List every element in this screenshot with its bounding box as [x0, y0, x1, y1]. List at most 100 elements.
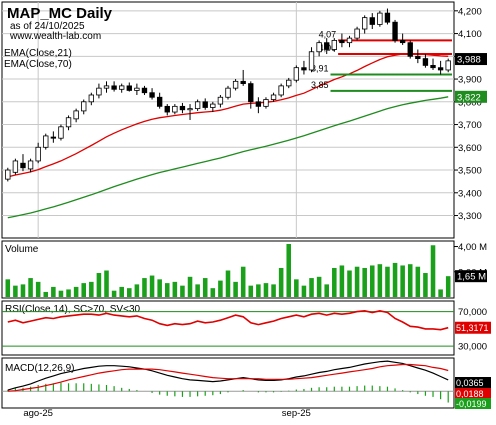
volume-bar — [445, 276, 451, 297]
volume-last-label: 1,65 M — [457, 272, 486, 283]
price-candle — [270, 92, 277, 102]
macd-last-label: 0,0188 — [456, 389, 484, 399]
price-candle — [20, 154, 26, 172]
price-panel: 3,3003,4003,5003,6003,7003,8003,9004,000… — [1, 1, 487, 408]
price-y-tick-label: 3,400 — [458, 188, 482, 199]
candle-body — [384, 12, 391, 23]
price-candle — [263, 97, 269, 109]
price-y-tick-label: 3,800 — [458, 97, 482, 108]
candle-body — [179, 105, 186, 111]
price-candle — [217, 94, 224, 108]
candle-body — [12, 160, 19, 173]
price-y-tick-label: 3,300 — [458, 211, 482, 222]
macd-last-badge — [455, 377, 491, 388]
volume-bar — [347, 270, 352, 297]
candle-body — [119, 85, 125, 90]
last-value-label: 3,822 — [457, 92, 481, 103]
resistance-level-label: 4,07 — [319, 29, 337, 39]
candle-body — [255, 101, 262, 107]
price-candle — [202, 98, 208, 110]
price-candle — [286, 77, 292, 89]
candle-body — [278, 85, 284, 96]
macd-last-label: -0,0199 — [456, 399, 487, 409]
volume-bar — [309, 278, 314, 297]
volume-bar — [89, 281, 94, 297]
rsi-title: RSI(Close,14), SC>70, SV<30 — [5, 304, 141, 315]
candle-body — [202, 101, 208, 108]
candle-body — [225, 87, 231, 98]
price-candle — [331, 38, 337, 52]
price-y-tick-label: 3,900 — [458, 75, 482, 86]
volume-plot: 4,00 M2,00 M1,65 M — [5, 242, 487, 297]
price-candle — [5, 167, 11, 182]
candle-body — [111, 85, 117, 90]
candle-body — [141, 87, 148, 94]
price-candle — [156, 92, 163, 109]
price-candle — [179, 102, 186, 114]
volume-bar — [407, 264, 413, 297]
candle-body — [407, 42, 413, 57]
volume-bar — [385, 266, 390, 297]
volume-bar — [96, 273, 102, 297]
price-candle — [35, 142, 41, 164]
macd-last-badge — [455, 388, 491, 399]
price-y-tick-label: 3,600 — [458, 143, 482, 154]
candle-body — [27, 160, 34, 170]
volume-y-tick-label: 4,00 M — [458, 242, 487, 253]
candle-body — [50, 136, 57, 139]
candle-body — [58, 126, 64, 139]
candle-body — [354, 28, 360, 39]
candle-body — [103, 85, 110, 89]
candle-body — [134, 87, 140, 91]
price-candle — [119, 83, 125, 93]
volume-bar — [225, 270, 231, 297]
candle-body — [399, 39, 406, 44]
candle-body — [248, 83, 254, 103]
volume-bar — [271, 284, 276, 297]
candle-body — [149, 92, 155, 98]
x-tick-label: sep-25 — [282, 408, 311, 419]
price-candle — [339, 33, 345, 48]
chart-title: MAP_MC Daily — [7, 5, 113, 22]
volume-bar — [73, 286, 79, 297]
price-candle — [50, 131, 57, 143]
price-candle — [399, 33, 406, 45]
volume-bar — [134, 284, 140, 297]
candle-body — [156, 96, 163, 107]
volume-bar — [81, 283, 87, 297]
candle-body — [324, 42, 330, 50]
candle-body — [339, 39, 345, 44]
price-candle — [96, 83, 102, 99]
macd-line — [7, 360, 449, 391]
volume-bar — [172, 281, 178, 297]
candle-body — [293, 67, 300, 81]
price-candle — [316, 40, 322, 57]
volume-bar — [415, 266, 421, 297]
rsi-last-label: 51,3171 — [456, 323, 489, 333]
candle-body — [361, 17, 368, 30]
price-candle — [65, 115, 72, 131]
candle-body — [126, 85, 132, 91]
price-candle — [88, 92, 94, 106]
volume-bar — [438, 289, 443, 297]
volume-bar — [180, 285, 185, 297]
price-candle — [392, 19, 398, 43]
price-candle — [134, 83, 140, 95]
candle-body — [346, 37, 353, 44]
candle-body — [316, 42, 322, 53]
price-candle — [301, 60, 307, 75]
candle-body — [263, 99, 269, 107]
candle-body — [217, 96, 224, 105]
volume-bar — [430, 245, 436, 297]
price-candle — [346, 35, 353, 48]
volume-bar — [354, 266, 360, 297]
candle-body — [172, 105, 178, 113]
volume-bar — [294, 279, 299, 297]
volume-bar — [377, 264, 383, 297]
price-candle — [293, 65, 300, 83]
volume-last-badge — [455, 270, 487, 283]
candle-body — [286, 79, 292, 87]
volume-bar — [195, 284, 200, 297]
